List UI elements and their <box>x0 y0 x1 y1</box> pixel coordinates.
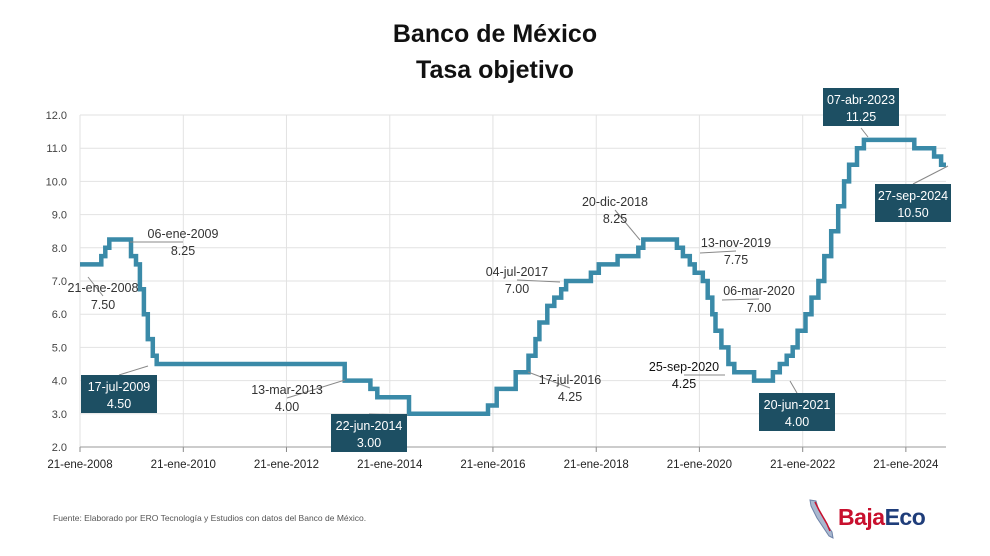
annotations: 21-ene-2008 7.50 06-ene-2009 8.25 17-jul-200… <box>68 88 951 452</box>
logo-text: BajaEco <box>838 504 926 531</box>
annotation-value: 7.50 <box>91 298 115 312</box>
x-tick-label: 21-ene-2008 <box>47 459 112 471</box>
series-line <box>80 137 946 417</box>
annotation: 07-abr-2023 11.25 <box>823 88 899 138</box>
annotation-value: 4.50 <box>107 397 131 411</box>
y-tick-label: 8.0 <box>52 243 67 255</box>
y-tick-label: 11.0 <box>46 143 67 155</box>
annotation-leader <box>527 371 571 389</box>
y-tick-label: 2.0 <box>52 442 67 454</box>
y-tick-label: 6.0 <box>52 309 67 321</box>
x-tick-label: 21-ene-2018 <box>564 459 629 471</box>
y-axis: 2.0 3.0 4.0 5.0 6.0 7.0 8.0 9.0 10.0 11.0 12.0 <box>46 110 67 454</box>
annotation-value: 11.25 <box>846 110 876 124</box>
x-tick-label: 21-ene-2010 <box>151 459 216 471</box>
annotation: 04-jul-2017 7.00 <box>486 265 561 296</box>
annotation-value: 7.00 <box>505 282 529 296</box>
annotation-date: 20-jun-2021 <box>764 398 831 412</box>
grid <box>79 114 946 448</box>
annotation-date: 20-dic-2018 <box>582 195 648 209</box>
logo: BajaEco <box>806 498 946 540</box>
annotation-leader <box>614 209 641 241</box>
annotation-value: 3.00 <box>357 436 381 450</box>
y-tick-label: 5.0 <box>52 342 67 354</box>
x-tick-label: 21-ene-2022 <box>770 459 835 471</box>
annotation-date: 04-jul-2017 <box>486 265 549 279</box>
annotation-leader <box>721 298 760 301</box>
annotation-box <box>875 184 951 222</box>
x-tick-label: 21-ene-2024 <box>873 459 939 471</box>
annotation: 06-ene-2009 8.25 <box>130 227 218 258</box>
annotation: 13-nov-2019 7.75 <box>699 236 771 267</box>
annotation: 22-jun-2014 3.00 <box>331 413 409 452</box>
x-tick-label: 21-ene-2016 <box>460 459 525 471</box>
logo-text-eco: Eco <box>884 504 926 530</box>
annotation-leader <box>789 380 798 394</box>
annotation-value: 8.25 <box>171 244 195 258</box>
annotation-date: 13-mar-2013 <box>251 383 323 397</box>
annotation: 20-dic-2018 8.25 <box>582 195 648 241</box>
x-axis: 21-ene-2008 21-ene-2010 21-ene-2012 21-ene-… <box>47 446 946 471</box>
annotation-date: 13-nov-2019 <box>701 236 771 250</box>
annotation: 27-sep-2024 10.50 <box>875 165 951 222</box>
annotation-leader <box>516 279 561 283</box>
annotation: 06-mar-2020 7.00 <box>721 284 795 315</box>
x-tick-label: 21-ene-2014 <box>357 459 423 471</box>
annotation-value: 10.50 <box>897 206 928 220</box>
annotation-box <box>81 375 157 413</box>
annotation-leader <box>87 276 104 297</box>
y-tick-label: 7.0 <box>52 276 67 288</box>
annotation-date: 07-abr-2023 <box>827 93 895 107</box>
annotation-date: 25-sep-2020 <box>649 360 719 374</box>
annotation: 17-jul-2016 4.25 <box>527 371 602 404</box>
annotation-date: 21-ene-2008 <box>68 281 139 295</box>
y-tick-label: 3.0 <box>52 409 67 421</box>
annotation-date: 22-jun-2014 <box>336 419 403 433</box>
annotation: 13-mar-2013 4.00 <box>251 379 346 414</box>
annotation-box <box>759 393 835 431</box>
annotation-leader <box>699 250 737 254</box>
annotation-leader <box>912 165 949 185</box>
annotation-value: 4.25 <box>672 377 696 391</box>
x-tick-label: 21-ene-2020 <box>667 459 732 471</box>
annotation-value: 4.25 <box>558 390 582 404</box>
source-note: Fuente: Elaborado por ERO Tecnología y E… <box>53 513 367 523</box>
annotation-value: 7.75 <box>724 253 748 267</box>
chart-title: Banco de México <box>392 20 598 48</box>
annotation-box <box>823 88 899 126</box>
annotation-leader <box>860 127 869 138</box>
y-tick-label: 12.0 <box>46 110 67 122</box>
annotation-box <box>331 414 407 452</box>
baja-california-map-icon <box>809 499 834 539</box>
annotation-value: 4.00 <box>275 400 299 414</box>
annotation: 20-jun-2021 4.00 <box>759 380 835 431</box>
annotation-date: 06-mar-2020 <box>723 284 795 298</box>
annotation-value: 4.00 <box>785 415 809 429</box>
annotation-leader <box>118 365 149 376</box>
x-tick-label: 21-ene-2012 <box>254 459 319 471</box>
annotation: 17-jul-2009 4.50 <box>81 365 157 413</box>
y-tick-label: 4.0 <box>52 376 67 388</box>
logo-text-baja: Baja <box>838 504 885 530</box>
chart-subtitle: Tasa objetivo <box>416 56 574 84</box>
annotation-date: 06-ene-2009 <box>148 227 219 241</box>
annotation: 21-ene-2008 7.50 <box>68 276 139 312</box>
rate-chart: 2.0 3.0 4.0 5.0 6.0 7.0 8.0 9.0 10.0 11.0 12.0 21-… <box>46 88 951 471</box>
annotation-date: 17-jul-2009 <box>88 380 151 394</box>
annotation-leader <box>286 379 346 399</box>
annotation-value: 7.00 <box>747 301 771 315</box>
annotation-date: 17-jul-2016 <box>539 373 602 387</box>
annotation: 25-sep-2020 4.25 <box>649 360 725 391</box>
y-tick-label: 10.0 <box>46 176 67 188</box>
annotation-value: 8.25 <box>603 212 627 226</box>
y-tick-label: 9.0 <box>52 210 67 222</box>
annotation-date: 27-sep-2024 <box>878 189 948 203</box>
